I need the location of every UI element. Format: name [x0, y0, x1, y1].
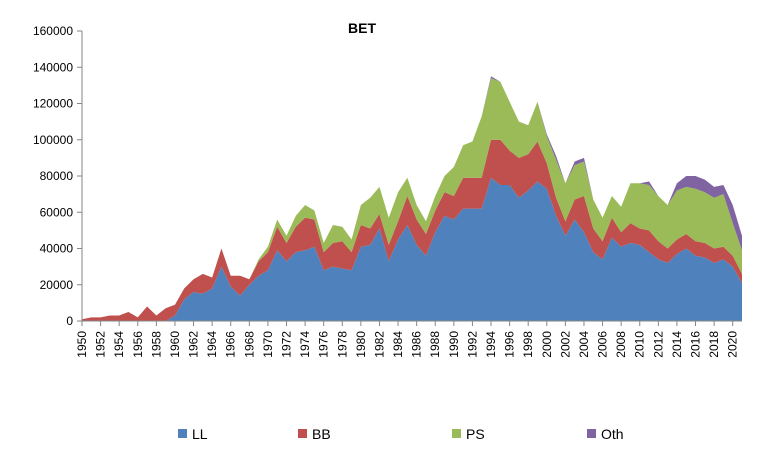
x-tick-label: 1962	[187, 331, 201, 358]
legend-swatch-bb	[298, 429, 307, 438]
x-tick-label: 1954	[112, 331, 126, 358]
x-tick-label: 1970	[261, 331, 275, 358]
y-tick-label: 160000	[33, 24, 73, 38]
x-tick-label: 2004	[577, 331, 591, 358]
x-tick-label: 1960	[168, 331, 182, 358]
x-tick-label: 1986	[410, 331, 424, 358]
legend-label-ll: LL	[192, 426, 208, 442]
x-tick-label: 1980	[354, 331, 368, 358]
y-axis: 0 20000 40000 60000 80000 100000 120000 140000 1…	[33, 24, 83, 328]
y-tick-label: 120000	[33, 97, 73, 111]
x-tick-label: 1972	[280, 331, 294, 358]
y-tick-label: 80000	[40, 169, 74, 183]
y-tick-label: 0	[66, 314, 73, 328]
x-tick-label: 1968	[242, 331, 256, 358]
legend: LL BB PS Oth	[178, 426, 624, 442]
x-tick-label: 1964	[205, 331, 219, 358]
legend-label-ps: PS	[466, 426, 485, 442]
y-tick-label: 100000	[33, 133, 73, 147]
legend-swatch-oth	[587, 429, 596, 438]
x-tick-label: 1966	[224, 331, 238, 358]
x-tick-label: 1976	[317, 331, 331, 358]
x-tick-label: 1994	[484, 331, 498, 358]
x-tick-label: 2002	[558, 331, 572, 358]
legend-label-oth: Oth	[601, 426, 624, 442]
x-tick-label: 2014	[670, 331, 684, 358]
area-series-ll	[82, 177, 742, 321]
y-tick-label: 60000	[40, 205, 74, 219]
y-tick-label: 140000	[33, 60, 73, 74]
x-tick-label: 1998	[521, 331, 535, 358]
y-tick-label: 40000	[40, 242, 74, 256]
x-tick-label: 1952	[94, 331, 108, 358]
x-tick-label: 1974	[298, 331, 312, 358]
area-series-group	[82, 76, 742, 321]
x-tick-label: 1950	[75, 331, 89, 358]
x-tick-label: 1958	[149, 331, 163, 358]
legend-swatch-ps	[452, 429, 461, 438]
x-tick-label: 1988	[428, 331, 442, 358]
legend-label-bb: BB	[312, 426, 331, 442]
x-tick-label: 2010	[633, 331, 647, 358]
x-tick-label: 1984	[391, 331, 405, 358]
x-tick-label: 1956	[131, 331, 145, 358]
y-tick-label: 20000	[40, 278, 74, 292]
area-series-ps	[82, 78, 742, 320]
x-axis: 1950 1952 1954 1956 1958 1960 1962 1964 1966 1968…	[75, 320, 742, 358]
area-series-bb	[82, 139, 742, 321]
x-tick-label: 1990	[447, 331, 461, 358]
x-tick-label: 2020	[726, 331, 740, 358]
x-tick-label: 1982	[372, 331, 386, 358]
x-tick-label: 1978	[335, 331, 349, 358]
x-tick-label: 1996	[503, 331, 517, 358]
x-tick-label: 2000	[540, 331, 554, 358]
x-tick-label: 2008	[614, 331, 628, 358]
x-tick-label: 2018	[707, 331, 721, 358]
x-tick-label: 2016	[689, 331, 703, 358]
legend-swatch-ll	[178, 429, 187, 438]
x-tick-label: 2006	[596, 331, 610, 358]
x-tick-label: 1992	[465, 331, 479, 358]
chart-title: BET	[348, 20, 376, 36]
x-tick-label: 2012	[651, 331, 665, 358]
